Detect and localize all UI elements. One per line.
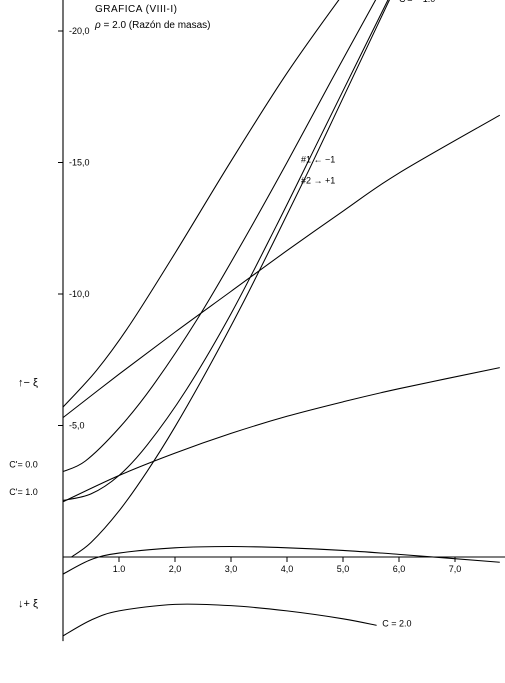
curve-label: C'= − 1.0 [399,0,435,4]
curve-cp-0 [63,0,377,472]
neg-xi-label: ↑− ξ [18,377,38,389]
x-tick-label: 3,0 [225,564,238,574]
curve-cp-2 [71,0,393,557]
curve-cp-minus1 [63,0,360,407]
y-tick-label: -15,0 [69,158,90,168]
curve-label: C'= 0.0 [9,460,38,470]
chart-title: GRAFICA (VIII-I) [95,4,177,15]
y-tick-label: -5,0 [69,421,85,431]
chart-canvas: 1.0 2,0 3,0 4,0 5,0 6,0 7,0 -5,0 -10,0 -15,0 -20,0… [0,0,505,683]
x-tick-label: 1.0 [113,564,126,574]
pos-xi-label: ↓+ ξ [18,598,38,610]
curve-label: C'= 1.0 [9,487,38,497]
y-tick-label: -20,0 [69,26,90,36]
annotation: #1 ← −1 [301,155,335,165]
annotation: #2 → +1 [301,176,335,186]
curve-label: C = 2.0 [382,619,411,629]
x-tick-label: 5,0 [337,564,350,574]
x-tick-label: 2,0 [169,564,182,574]
x-tick-label: 6,0 [393,564,406,574]
curve-cp-1 [63,0,393,500]
curve-c-2 [63,604,377,636]
y-tick-label: -10,0 [69,289,90,299]
x-tick-label: 4,0 [281,564,294,574]
curve-c-minus1 [63,115,500,417]
chart-subtitle: ρ = 2.0 (Razón de masas) [94,20,211,31]
curve-c-0 [63,368,500,502]
x-tick-label: 7,0 [449,564,462,574]
